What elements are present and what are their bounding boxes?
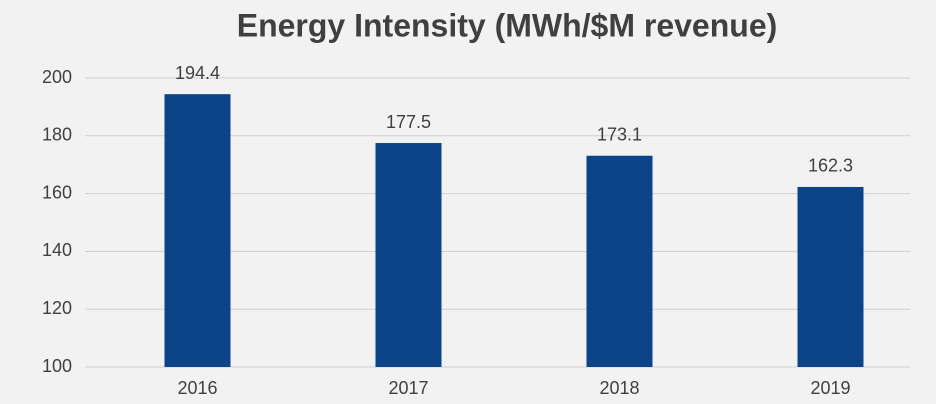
chart-title: Energy Intensity (MWh/$M revenue) <box>237 7 778 43</box>
bar <box>797 186 864 367</box>
bar <box>375 143 442 367</box>
x-tick-label: 2018 <box>599 378 639 398</box>
data-label: 173.1 <box>597 124 642 144</box>
y-tick-label: 140 <box>42 240 72 260</box>
data-label: 177.5 <box>386 112 431 132</box>
y-tick-label: 200 <box>42 67 72 87</box>
x-tick-label: 2016 <box>177 378 217 398</box>
y-tick-label: 180 <box>42 125 72 145</box>
y-tick-label: 100 <box>42 356 72 376</box>
data-label: 194.4 <box>175 63 220 83</box>
y-tick-label: 160 <box>42 182 72 202</box>
x-tick-label: 2017 <box>388 378 428 398</box>
bar <box>586 155 653 367</box>
data-label: 162.3 <box>808 156 853 176</box>
bar <box>164 94 231 368</box>
x-tick-label: 2019 <box>810 378 850 398</box>
y-tick-label: 120 <box>42 298 72 318</box>
